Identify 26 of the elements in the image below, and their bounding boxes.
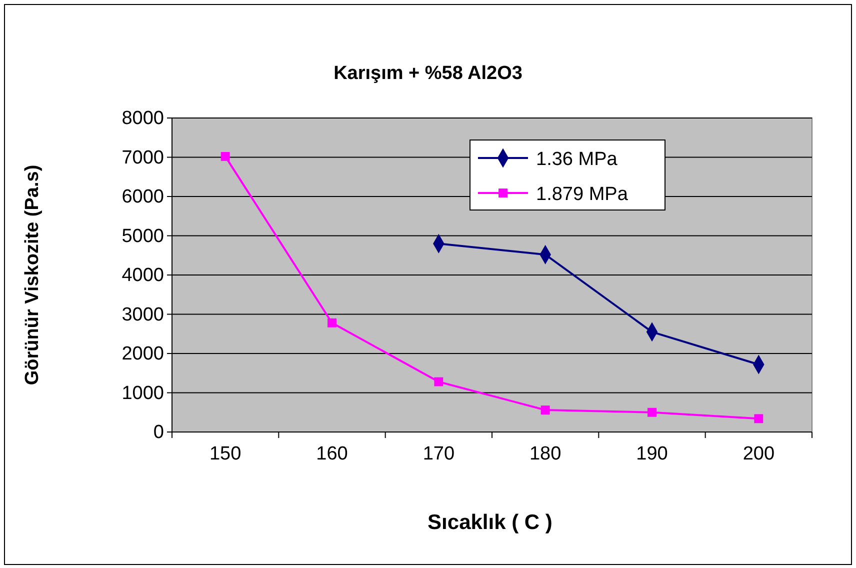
x-tick-label: 170 bbox=[422, 443, 455, 464]
x-tick-label: 200 bbox=[742, 443, 775, 464]
x-tick-label: 160 bbox=[316, 443, 348, 464]
chart-title: Karışım + %58 Al2O3 bbox=[334, 63, 522, 84]
y-tick-label: 2000 bbox=[122, 344, 164, 365]
point bbox=[540, 406, 550, 414]
y-tick-label: 6000 bbox=[122, 186, 164, 208]
x-tick-label: 150 bbox=[209, 443, 242, 464]
point bbox=[648, 408, 656, 417]
legend-label: 1.879 MPa bbox=[536, 184, 628, 205]
y-tick-label: 4000 bbox=[122, 265, 164, 286]
x-axis-title: Sıcaklık ( C ) bbox=[428, 511, 552, 534]
x-tick-label: 190 bbox=[636, 443, 668, 464]
legend-label: 1.36 MPa bbox=[536, 149, 618, 170]
point bbox=[328, 318, 336, 328]
point bbox=[754, 414, 764, 424]
y-tick-label: 8000 bbox=[122, 108, 164, 130]
y-tick-label: 0 bbox=[153, 422, 164, 444]
y-tick-label: 1000 bbox=[122, 382, 164, 404]
point bbox=[220, 152, 230, 161]
x-tick-label: 180 bbox=[529, 443, 562, 464]
y-tick-label: 5000 bbox=[122, 226, 164, 247]
y-tick-label: 7000 bbox=[122, 147, 164, 168]
y-tick-label: 3000 bbox=[122, 304, 164, 326]
y-axis-title: Görünür Viskozite (Pa.s) bbox=[22, 164, 43, 386]
point bbox=[434, 377, 444, 386]
